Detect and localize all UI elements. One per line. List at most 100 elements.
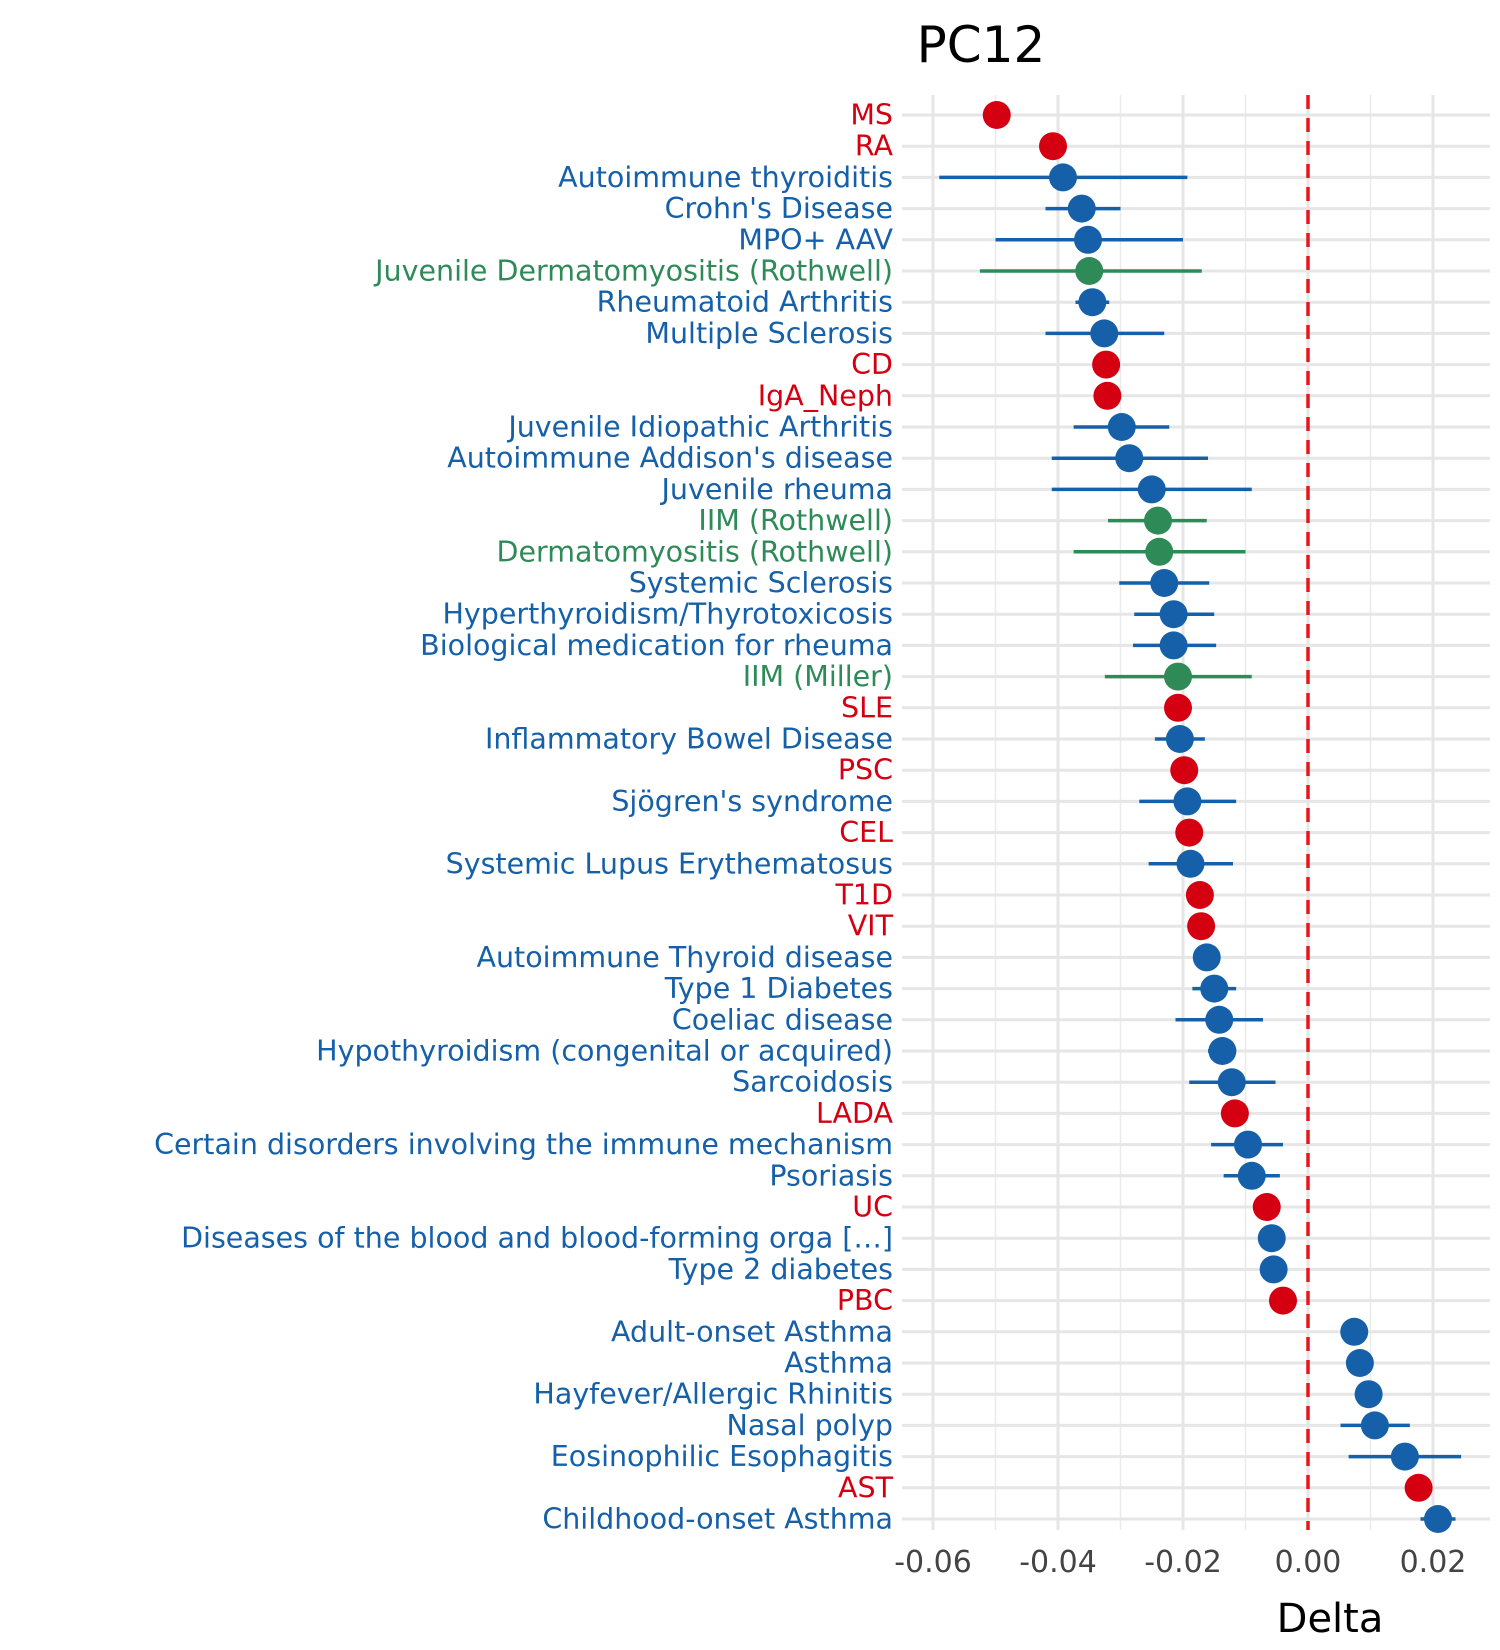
data-point: [1067, 194, 1096, 223]
data-point: [1404, 1473, 1433, 1502]
y-axis-label: MPO+ AAV: [738, 223, 893, 256]
y-axis-label: Biological medication for rheuma: [420, 629, 893, 662]
data-point: [1049, 163, 1077, 192]
x-tick-label: -0.02: [1144, 1545, 1222, 1580]
data-point: [1039, 132, 1067, 161]
y-axis-label: Asthma: [784, 1347, 893, 1380]
y-axis-label: Hayfever/Allergic Rhinitis: [533, 1378, 893, 1411]
data-point: [1345, 1349, 1374, 1377]
y-axis-label: Systemic Sclerosis: [629, 567, 893, 600]
y-axis-label: PBC: [837, 1284, 893, 1317]
data-point: [1390, 1442, 1419, 1471]
x-tick-label: -0.04: [1019, 1545, 1097, 1580]
y-axis-label: Juvenile rheuma: [660, 473, 893, 506]
y-axis-label: Hyperthyroidism/Thyrotoxicosis: [442, 598, 893, 631]
data-point: [1252, 1193, 1281, 1221]
y-axis-label: Rheumatoid Arthritis: [597, 286, 893, 319]
data-point: [1175, 818, 1204, 847]
y-axis-label: UC: [852, 1191, 893, 1224]
y-axis-label: Autoimmune Thyroid disease: [476, 941, 893, 974]
y-axis-label: Juvenile Dermatomyositis (Rothwell): [373, 255, 893, 288]
data-point: [1208, 1037, 1237, 1065]
y-axis-label: SLE: [841, 691, 893, 724]
data-point: [1115, 444, 1144, 473]
data-point: [1234, 1130, 1262, 1159]
data-point: [1173, 787, 1202, 816]
y-axis-label: Autoimmune thyroiditis: [558, 161, 893, 194]
y-axis-label: VIT: [848, 910, 894, 943]
y-axis-label: Sarcoidosis: [732, 1066, 893, 1099]
y-axis-label: PSC: [838, 754, 893, 787]
data-point: [1176, 849, 1205, 878]
y-axis-label: CD: [851, 348, 893, 381]
y-axis-label: Adult-onset Asthma: [611, 1315, 893, 1348]
data-point: [1354, 1380, 1383, 1409]
y-axis-label: T1D: [835, 879, 894, 912]
data-point: [1093, 381, 1122, 410]
data-point: [1145, 537, 1174, 566]
y-axis-label: Dermatomyositis (Rothwell): [497, 535, 893, 568]
y-axis-label: Crohn's Disease: [665, 192, 893, 225]
data-point: [1159, 600, 1188, 629]
y-axis-label: Coeliac disease: [672, 1003, 893, 1036]
y-axis-label: Certain disorders involving the immune m…: [154, 1128, 893, 1161]
data-point: [1187, 912, 1216, 941]
x-axis-ticks: -0.06 -0.04 -0.02 0.00 0.02: [894, 1545, 1466, 1580]
data-point: [1205, 1005, 1234, 1034]
x-axis-label: Delta: [1277, 1596, 1384, 1642]
y-axis-label: Inflammatory Bowel Disease: [485, 723, 893, 756]
data-point: [1259, 1255, 1288, 1284]
y-axis-label: Eosinophilic Esophagitis: [551, 1440, 893, 1473]
data-point: [1269, 1286, 1297, 1315]
data-marks: [939, 101, 1462, 1533]
data-point: [1192, 943, 1221, 972]
y-axis-label: CEL: [839, 816, 893, 849]
data-point: [1165, 725, 1194, 753]
data-point: [1164, 693, 1192, 722]
y-axis-label: Systemic Lupus Erythematosus: [446, 847, 893, 880]
data-point: [1137, 475, 1166, 504]
y-axis-label: Psoriasis: [769, 1159, 893, 1192]
x-tick-label: -0.06: [894, 1545, 972, 1580]
y-axis-label: MS: [850, 99, 893, 132]
data-point: [982, 101, 1011, 129]
y-axis-label: RA: [855, 130, 894, 163]
y-axis-label: AST: [838, 1471, 894, 1504]
y-axis-label: Type 2 diabetes: [668, 1253, 893, 1286]
y-axis-label: IIM (Miller): [743, 660, 893, 693]
data-point: [1185, 881, 1214, 909]
y-axis-label: Juvenile Idiopathic Arthritis: [506, 411, 893, 444]
data-point: [1075, 257, 1104, 285]
data-point: [1424, 1505, 1452, 1533]
chart-title: PC12: [917, 16, 1046, 74]
data-point: [1257, 1224, 1286, 1253]
y-axis-label: Type 1 Diabetes: [664, 972, 893, 1005]
data-point: [1200, 974, 1229, 1003]
data-point: [1150, 569, 1179, 597]
data-point: [1074, 225, 1102, 254]
y-axis-label: Nasal polyp: [727, 1409, 893, 1442]
y-axis-label: IgA_Neph: [758, 379, 893, 412]
y-axis-label: Hypothyroidism (congenital or acquired): [316, 1035, 893, 1068]
data-point: [1340, 1317, 1369, 1346]
y-axis-label: Multiple Sclerosis: [645, 317, 893, 350]
data-point: [1092, 350, 1121, 379]
y-axis-label: Diseases of the blood and blood-forming …: [181, 1222, 893, 1255]
y-axis-label: Sjögren's syndrome: [611, 785, 893, 818]
grid-lines: [902, 95, 1490, 1530]
y-axis-label: LADA: [816, 1097, 893, 1130]
data-point: [1164, 662, 1192, 691]
data-point: [1090, 319, 1119, 348]
data-point: [1144, 506, 1172, 535]
data-point: [1220, 1099, 1249, 1128]
y-axis-label: IIM (Rothwell): [698, 504, 893, 537]
data-point: [1170, 756, 1199, 785]
data-point: [1078, 288, 1107, 317]
data-point: [1237, 1161, 1266, 1190]
x-tick-label: 0.00: [1275, 1545, 1342, 1580]
data-point: [1159, 631, 1188, 660]
y-axis-label: Childhood-onset Asthma: [542, 1503, 893, 1536]
x-tick-label: 0.02: [1400, 1545, 1467, 1580]
